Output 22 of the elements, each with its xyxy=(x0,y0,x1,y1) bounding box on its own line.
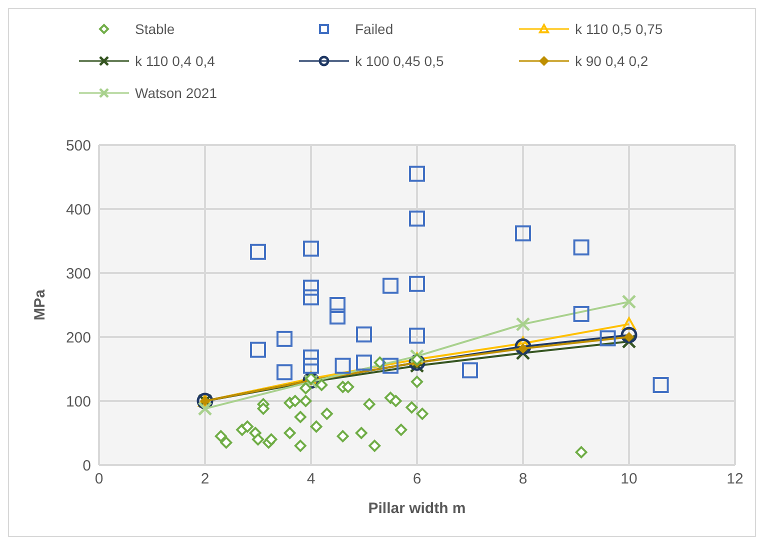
legend-label: Failed xyxy=(355,21,394,37)
legend-label: k 100 0,45 0,5 xyxy=(355,53,444,69)
x-tick-label: 8 xyxy=(518,470,528,488)
y-tick-label: 500 xyxy=(66,137,91,154)
legend-label: k 90 0,4 0,2 xyxy=(575,53,648,69)
x-tick-label: 4 xyxy=(306,470,316,488)
y-tick-label: 300 xyxy=(66,265,91,282)
legend-label: k 110 0,4 0,4 xyxy=(135,53,215,69)
y-axis-title: MPa xyxy=(31,288,48,320)
y-tick-label: 100 xyxy=(66,393,91,410)
y-tick-label: 200 xyxy=(66,329,91,346)
y-tick-label: 0 xyxy=(82,457,91,474)
y-tick-label: 400 xyxy=(66,201,91,218)
x-tick-label: 0 xyxy=(94,470,104,488)
legend-label: Watson 2021 xyxy=(135,85,217,101)
x-tick-label: 6 xyxy=(412,470,422,488)
x-tick-label: 10 xyxy=(620,470,638,488)
x-tick-label: 2 xyxy=(200,470,210,488)
legend-label: Stable xyxy=(135,21,175,37)
x-tick-label: 12 xyxy=(726,470,744,488)
legend-label: k 110 0,5 0,75 xyxy=(575,21,663,37)
x-axis-title: Pillar width m xyxy=(368,500,466,517)
